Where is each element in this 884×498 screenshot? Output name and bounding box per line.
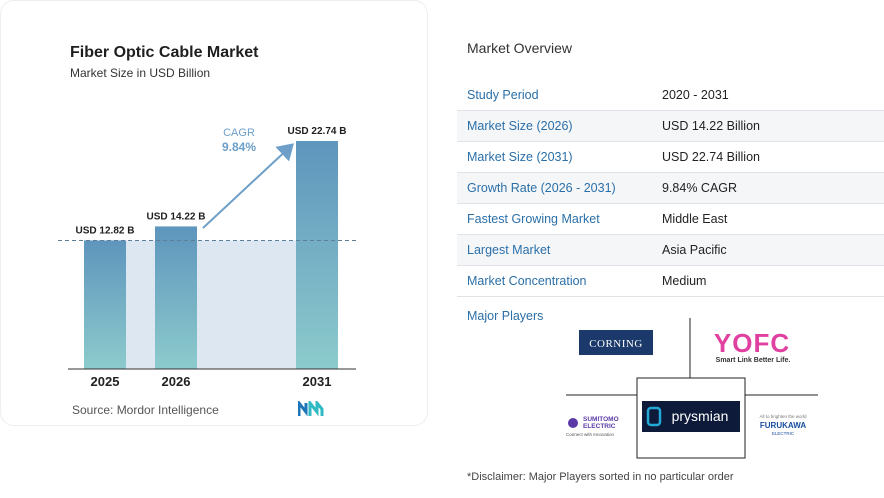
- row-key: Study Period: [457, 80, 652, 111]
- row-value: USD 22.74 Billion: [652, 141, 884, 173]
- data-label: USD 12.82 B: [76, 225, 135, 236]
- row-value: Asia Pacific: [652, 234, 884, 266]
- x-tick-label: 2025: [91, 374, 120, 389]
- svg-text:Smart Link Better Life.: Smart Link Better Life.: [716, 357, 791, 364]
- data-label: USD 22.74 B: [288, 126, 347, 137]
- x-tick-label: 2026: [162, 374, 191, 389]
- svg-text:SUMITOMO: SUMITOMO: [583, 416, 619, 423]
- svg-text:ELECTRIC: ELECTRIC: [772, 431, 795, 436]
- table-row: Market Size (2026) USD 14.22 Billion: [457, 110, 884, 142]
- chart-subtitle: Market Size in USD Billion: [70, 66, 211, 80]
- mordor-intelligence-logo: [298, 401, 324, 417]
- svg-text:YOFC: YOFC: [714, 328, 790, 358]
- chart-source: Source: Mordor Intelligence: [72, 403, 219, 417]
- table-row: Study Period 2020 - 2031: [457, 80, 884, 111]
- bar-chart: USD 12.82 B 2025 USD 14.22 B 2026 USD 22.74 …: [58, 126, 356, 389]
- row-value: USD 14.22 Billion: [652, 110, 884, 142]
- table-row: Largest Market Asia Pacific: [457, 234, 884, 266]
- prysmian-logo: prysmian: [642, 401, 740, 432]
- yofc-logo: YOFC Smart Link Better Life.: [714, 328, 791, 364]
- svg-text:ELECTRIC: ELECTRIC: [583, 423, 616, 430]
- row-key: Market Size (2026): [457, 110, 652, 142]
- corning-logo: CORNING: [579, 330, 653, 355]
- row-key: Fastest Growing Market: [457, 203, 652, 235]
- table-row: Market Concentration Medium: [457, 265, 884, 297]
- table-row: Growth Rate (2026 - 2031) 9.84% CAGR: [457, 172, 884, 204]
- row-key: Growth Rate (2026 - 2031): [457, 172, 652, 204]
- data-label: USD 14.22 B: [147, 211, 206, 222]
- svg-text:FURUKAWA: FURUKAWA: [760, 421, 806, 430]
- row-value: Middle East: [652, 203, 884, 235]
- table-row: Market Size (2031) USD 22.74 Billion: [457, 141, 884, 173]
- disclaimer: *Disclaimer: Major Players sorted in no …: [467, 471, 734, 483]
- chart-title: Fiber Optic Cable Market: [70, 44, 259, 61]
- furukawa-electric-logo: All to brighten the world FURUKAWA ELECT…: [759, 414, 807, 436]
- sumitomo-electric-logo: SUMITOMO ELECTRIC Connect with Innovatio…: [566, 416, 619, 437]
- cagr-value: 9.84%: [222, 140, 256, 154]
- market-overview-title: Market Overview: [467, 40, 573, 56]
- svg-text:All to brighten the world: All to brighten the world: [759, 414, 807, 419]
- svg-text:prysmian: prysmian: [672, 408, 729, 424]
- svg-text:Connect with Innovation: Connect with Innovation: [566, 432, 615, 437]
- cagr-arrow: [202, 143, 294, 229]
- table-row: Fastest Growing Market Middle East: [457, 203, 884, 235]
- row-value: 9.84% CAGR: [652, 172, 884, 204]
- row-value: 2020 - 2031: [652, 80, 884, 111]
- svg-text:CORNING: CORNING: [589, 338, 643, 350]
- bar: [296, 141, 338, 369]
- bar: [155, 226, 197, 369]
- cagr-label: CAGR: [223, 127, 255, 139]
- row-key: Market Concentration: [457, 265, 652, 297]
- major-players-title: Major Players: [467, 309, 544, 323]
- market-overview-table: Study Period 2020 - 2031 Market Size (202…: [457, 80, 884, 297]
- row-value: Medium: [652, 265, 884, 297]
- x-tick-label: 2031: [303, 374, 332, 389]
- divider-box: [636, 377, 746, 459]
- row-key: Largest Market: [457, 234, 652, 266]
- bar: [84, 240, 126, 369]
- row-key: Market Size (2031): [457, 141, 652, 173]
